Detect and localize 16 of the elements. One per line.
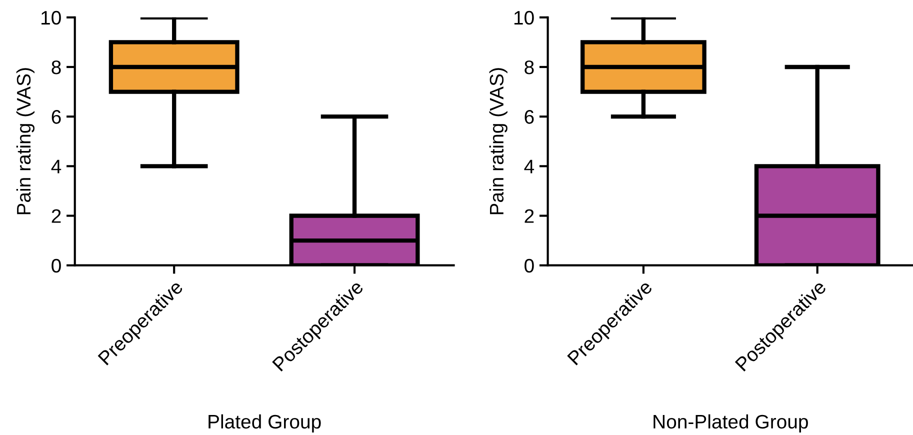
y-tick-label: 10 (42, 10, 61, 25)
x-axis-title: Non-Plated Group (654, 414, 808, 432)
y-tick-label: 4 (524, 160, 534, 174)
y-tick-label: 4 (51, 160, 62, 174)
x-axis-title: Plated Group (208, 414, 321, 432)
y-tick-label: 8 (524, 60, 534, 74)
y-tick-label: 8 (52, 60, 61, 74)
y-tick-label: 2 (52, 209, 61, 223)
y-axis-title: Pain rating (VAS) (489, 68, 508, 214)
y-tick-label: 10 (514, 10, 534, 25)
y-tick-label: 6 (524, 110, 534, 124)
y-tick-label: 0 (524, 258, 534, 273)
y-axis-title: Pain rating (VAS) (16, 68, 34, 214)
y-tick-label: 6 (52, 110, 61, 124)
y-tick-label: 2 (524, 209, 534, 223)
y-tick-label: 0 (52, 258, 61, 273)
